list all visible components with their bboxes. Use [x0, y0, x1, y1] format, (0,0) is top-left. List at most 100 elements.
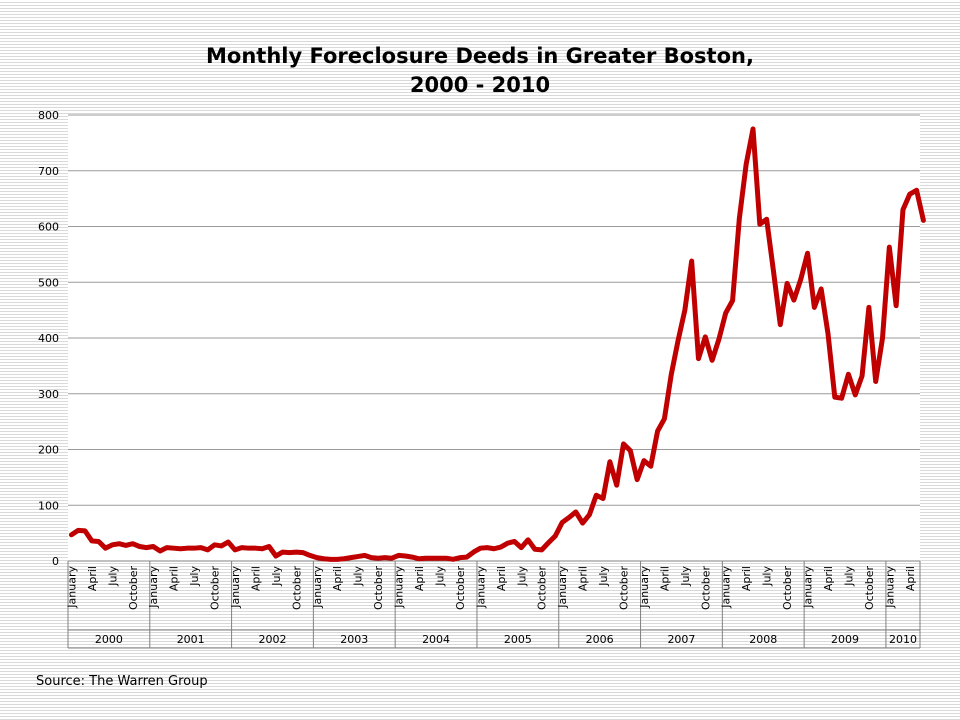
data-point [636, 478, 639, 481]
data-point [690, 260, 693, 263]
data-point [758, 223, 761, 226]
data-point [833, 396, 836, 399]
data-point [683, 309, 686, 312]
data-point [861, 374, 864, 377]
data-point [145, 546, 148, 549]
x-tick-month-label: July [515, 566, 528, 587]
x-tick-month-label: April [86, 566, 99, 591]
data-point [779, 323, 782, 326]
x-tick-month-label: July [761, 566, 774, 587]
data-point [165, 546, 168, 549]
data-point [765, 218, 768, 221]
y-axis-ticks: 0 100 200 300 400 500 600 700 800 [38, 109, 59, 568]
data-point [881, 337, 884, 339]
data-point [268, 545, 271, 548]
data-point [240, 546, 243, 549]
x-tick-month-label: January [883, 566, 896, 609]
data-point [915, 189, 918, 192]
data-point [847, 373, 850, 376]
series-line [68, 126, 926, 562]
data-point [717, 338, 720, 341]
data-point [363, 554, 366, 557]
data-point [554, 534, 557, 537]
data-point [390, 557, 393, 560]
data-point [336, 558, 339, 561]
data-point [199, 546, 202, 549]
data-point [738, 217, 741, 220]
data-point [826, 332, 829, 335]
y-tick-label: 700 [38, 165, 59, 178]
chart-title-line-1: Monthly Foreclosure Deeds in Greater Bos… [206, 44, 754, 68]
x-tick-month-label: April [168, 566, 181, 591]
x-tick-month-label: October [863, 566, 876, 610]
data-point [901, 208, 904, 211]
data-point [343, 557, 346, 560]
x-tick-month-label: October [536, 566, 549, 610]
x-tick-year-label: 2008 [749, 633, 777, 646]
data-point [874, 380, 877, 383]
x-tick-month-label: April [577, 566, 590, 591]
data-point [786, 282, 789, 285]
x-tick-month-label: April [740, 566, 753, 591]
data-point [465, 556, 468, 559]
data-point [602, 497, 605, 500]
data-point [908, 193, 911, 196]
series-layer [68, 126, 926, 562]
x-tick-month-label: July [270, 566, 283, 587]
data-point [506, 542, 509, 545]
data-point [445, 557, 448, 560]
x-tick-month-label: July [188, 566, 201, 587]
data-point [922, 219, 925, 222]
data-point [513, 540, 516, 543]
source-note: Source: The Warren Group [36, 674, 208, 689]
x-tick-month-label: July [842, 566, 855, 587]
data-point [315, 556, 318, 559]
data-point [206, 548, 209, 551]
data-point [159, 549, 162, 552]
data-point [752, 127, 755, 130]
data-point [84, 529, 87, 532]
x-tick-month-label: January [802, 566, 815, 609]
data-point [806, 252, 809, 255]
data-point [411, 556, 414, 559]
x-tick-month-label: January [474, 566, 487, 609]
data-point [138, 545, 141, 548]
data-point [302, 551, 305, 554]
data-point [322, 557, 325, 560]
y-tick-label: 800 [38, 109, 59, 122]
x-tick-month-label: April [331, 566, 344, 591]
data-point [567, 516, 570, 519]
x-axis: January April July October 2000 January April J… [65, 560, 921, 649]
x-tick-month-label: January [65, 566, 78, 609]
data-point [458, 556, 461, 559]
data-point [233, 548, 236, 551]
data-point [656, 430, 659, 433]
data-point [670, 373, 673, 376]
data-point [254, 547, 257, 550]
data-point [274, 554, 277, 557]
data-point [677, 339, 680, 342]
data-point [111, 543, 114, 546]
data-point [377, 557, 380, 560]
data-point [622, 442, 625, 445]
data-point [288, 551, 291, 554]
x-tick-month-label: July [352, 566, 365, 587]
data-point [540, 548, 543, 551]
data-point [193, 547, 196, 550]
y-tick-label: 500 [38, 276, 59, 289]
data-point [629, 449, 632, 452]
x-tick-month-label: January [393, 566, 406, 609]
data-point [854, 393, 857, 396]
data-point [792, 299, 795, 302]
data-point [574, 510, 577, 513]
x-tick-month-label: October [618, 566, 631, 610]
y-tick-label: 600 [38, 221, 59, 234]
data-point [663, 417, 666, 420]
data-point [895, 304, 898, 307]
x-tick-month-label: October [127, 566, 140, 610]
data-point [220, 544, 223, 547]
data-point [431, 557, 434, 560]
data-point [308, 554, 311, 557]
x-tick-month-label: October [372, 566, 385, 610]
data-point [888, 246, 891, 249]
